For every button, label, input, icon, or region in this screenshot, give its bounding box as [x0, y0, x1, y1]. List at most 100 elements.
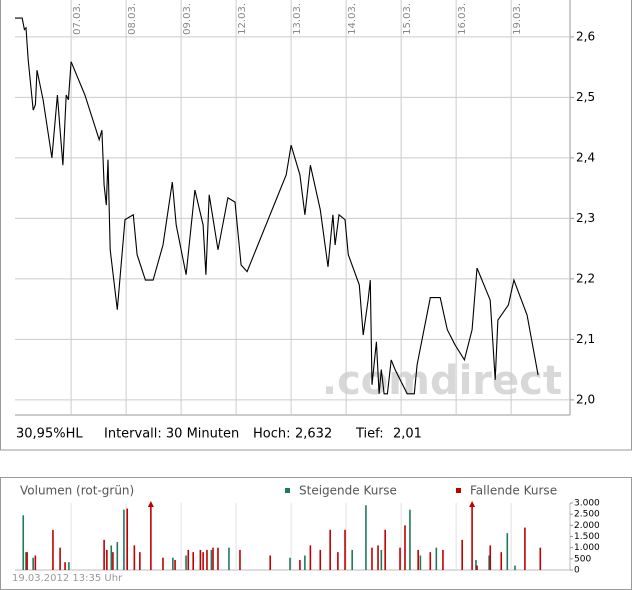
- volume-bar: [103, 539, 105, 570]
- volume-bar: [371, 547, 373, 570]
- volume-bar: [133, 545, 136, 570]
- volume-bar: [34, 555, 37, 570]
- y-tick-label: 2,2: [576, 271, 595, 285]
- info-low-label: Tief:: [355, 427, 384, 442]
- volume-bar: [289, 557, 291, 570]
- volume-bar: [106, 549, 108, 570]
- volume-bar: [112, 552, 114, 570]
- y-tick-label: 0: [574, 566, 580, 576]
- volume-bar: [192, 552, 195, 570]
- info-interval: Intervall: 30 Minuten: [104, 427, 239, 442]
- volume-bar: [26, 552, 28, 570]
- y-tick-label: 1.500: [574, 532, 600, 542]
- volume-bar: [337, 552, 339, 570]
- x-tick-label: 19.03.: [512, 3, 523, 35]
- y-tick-label: 2,0: [576, 392, 595, 406]
- volume-bar: [22, 515, 25, 570]
- volume-bar: [174, 559, 176, 570]
- volume-bar: [299, 559, 301, 570]
- volume-bar: [150, 503, 152, 570]
- y-tick-label: 2,6: [576, 29, 595, 43]
- volume-bar: [365, 505, 367, 570]
- volume-bar: [514, 565, 516, 570]
- price-line: [15, 17, 539, 395]
- volume-bar: [442, 549, 444, 570]
- volume-bar: [269, 555, 272, 570]
- volume-bar: [59, 547, 61, 570]
- volume-bar: [435, 547, 438, 570]
- y-tick-label: 2.000: [574, 521, 600, 531]
- overflow-arrow: [147, 501, 154, 507]
- legend-swatch: [285, 488, 290, 493]
- volume-bar: [417, 549, 419, 570]
- watermark: .comdirect: [322, 358, 562, 404]
- legend-swatch: [456, 488, 461, 493]
- volume-bar: [116, 542, 119, 570]
- volume-bar: [384, 529, 386, 570]
- volume-bar: [319, 549, 322, 570]
- x-tick-label: 16.03.: [457, 3, 468, 35]
- volume-bar: [476, 565, 478, 570]
- info-high-label: Hoch:: [253, 427, 291, 442]
- volume-bar: [377, 545, 379, 570]
- x-tick-label: 09.03.: [182, 3, 193, 35]
- volume-bar: [172, 557, 174, 570]
- volume-bar: [206, 549, 208, 570]
- volume-bar: [409, 509, 411, 570]
- volume-bar: [524, 527, 526, 570]
- volume-bar: [68, 562, 70, 570]
- y-tick-label: 1.000: [574, 543, 600, 553]
- volume-title: Volumen (rot-grün): [20, 484, 134, 498]
- volume-bar: [187, 549, 190, 570]
- volume-bar: [304, 555, 306, 570]
- info-low: 2,01: [393, 427, 422, 442]
- y-tick-label: 2,1: [576, 332, 595, 346]
- y-tick-label: 3.000: [574, 499, 600, 509]
- x-tick-label: 08.03.: [127, 3, 138, 35]
- volume-bar: [212, 547, 214, 570]
- volume-bar: [329, 529, 331, 570]
- legend-label: Fallende Kurse: [470, 484, 557, 498]
- y-tick-label: 2.500: [574, 510, 600, 520]
- volume-bar: [344, 529, 346, 570]
- volume-bar: [488, 555, 490, 570]
- y-tick-label: 500: [574, 554, 591, 564]
- volume-bar: [539, 547, 542, 570]
- volume-bar: [239, 549, 241, 570]
- info-high: 2,632: [295, 427, 332, 442]
- volume-bar: [471, 503, 473, 570]
- volume-bar: [380, 549, 383, 570]
- x-tick-label: 13.03.: [292, 3, 303, 35]
- y-tick-label: 2,5: [576, 90, 595, 104]
- volume-bar: [429, 552, 432, 570]
- volume-bar: [404, 525, 406, 570]
- volume-bar: [399, 547, 401, 570]
- x-tick-label: 15.03.: [402, 3, 413, 35]
- volume-bar: [489, 545, 492, 570]
- y-tick-label: 2,3: [576, 211, 595, 225]
- volume-bar: [126, 508, 129, 570]
- volume-bar: [110, 545, 113, 570]
- x-tick-label: 12.03.: [237, 3, 248, 35]
- timestamp: 19.03.2012 13:35 Uhr: [12, 573, 123, 584]
- volume-bar: [475, 559, 477, 570]
- volume-bars: [22, 503, 542, 570]
- volume-bar: [351, 549, 353, 570]
- volume-bar: [217, 547, 219, 570]
- volume-bar: [419, 555, 422, 570]
- volume-bar: [199, 549, 202, 570]
- overflow-arrow: [469, 501, 476, 507]
- volume-bar: [32, 557, 34, 570]
- volume-bar: [139, 552, 141, 570]
- volume-bar: [506, 533, 509, 570]
- volume-bar: [228, 547, 230, 570]
- volume-bar: [210, 549, 213, 570]
- volume-bar: [123, 509, 125, 570]
- volume-bar: [52, 529, 54, 570]
- x-tick-label: 14.03.: [347, 3, 358, 35]
- info-range: 30,95%HL: [16, 427, 83, 442]
- legend-label: Steigende Kurse: [299, 484, 397, 498]
- volume-bar: [309, 545, 312, 570]
- volume-bar: [461, 539, 463, 570]
